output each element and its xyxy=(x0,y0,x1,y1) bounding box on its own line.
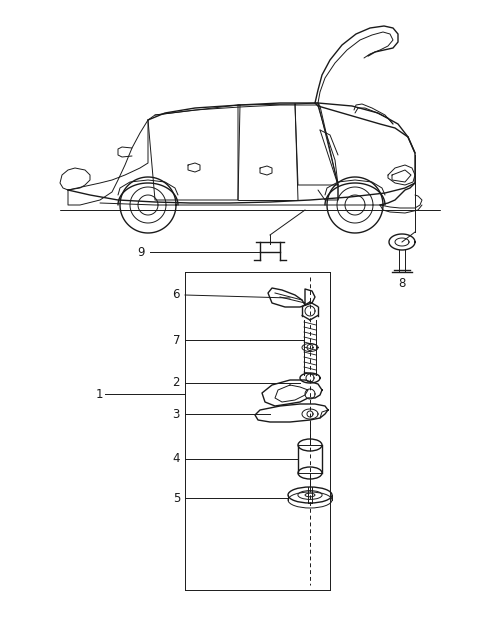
Text: 4: 4 xyxy=(172,452,180,466)
Text: 7: 7 xyxy=(172,333,180,346)
Text: 3: 3 xyxy=(173,407,180,421)
Text: 1: 1 xyxy=(96,388,103,401)
Text: 9: 9 xyxy=(137,245,145,258)
Text: 8: 8 xyxy=(398,277,406,290)
Text: 6: 6 xyxy=(172,288,180,301)
Text: 2: 2 xyxy=(172,376,180,389)
Text: 5: 5 xyxy=(173,492,180,504)
